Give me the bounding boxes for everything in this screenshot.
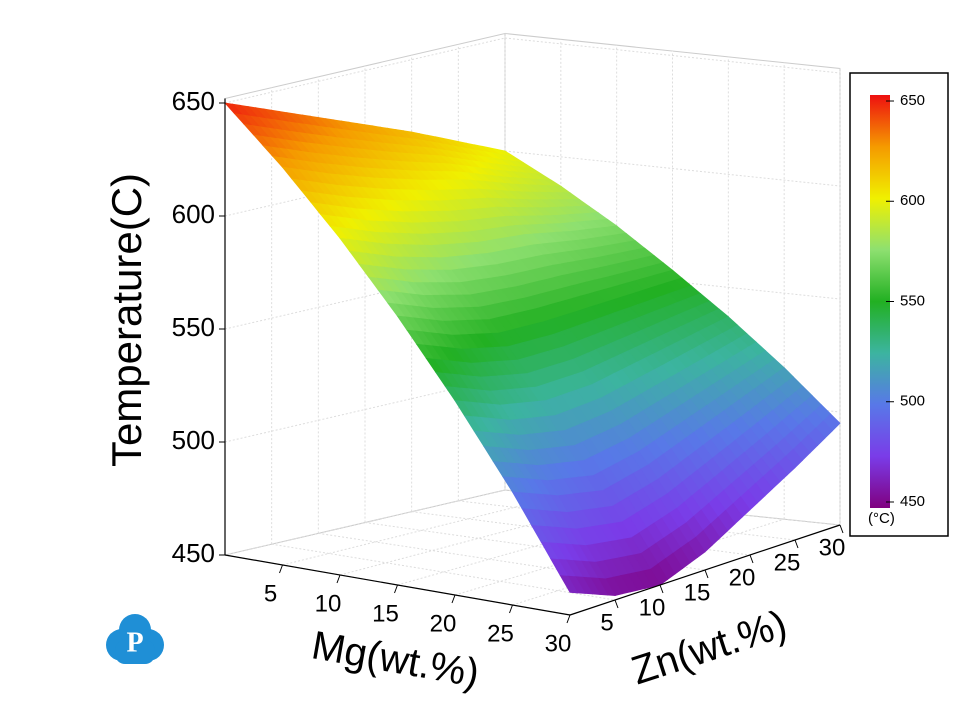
colorbar-label: (°C) (868, 510, 895, 527)
y-tick-label: 5 (600, 609, 613, 636)
y-tick-label: 10 (639, 594, 666, 621)
z-tick-label: 650 (172, 86, 215, 116)
x-tick (394, 584, 398, 594)
y-tick (749, 554, 754, 564)
y-tick (839, 524, 844, 534)
logo-text: P (126, 627, 143, 658)
z-tick-label: 550 (172, 312, 215, 342)
y-tick (794, 539, 799, 549)
grid-line (318, 532, 661, 586)
logo-shape (119, 614, 151, 646)
grid-line (504, 150, 841, 187)
colorbar-frame (849, 72, 949, 537)
logo: P (106, 614, 164, 664)
x-tick (566, 614, 571, 624)
x-tick-label: 5 (264, 580, 277, 607)
y-tick-label: 30 (819, 534, 846, 561)
y-tick (659, 584, 664, 594)
z-tick-label: 500 (172, 425, 215, 455)
logo-shape (115, 640, 155, 664)
colorbar-gradient (870, 95, 890, 508)
x-tick (451, 594, 456, 604)
colorbar: (°C) 450 500 550 600 650 (849, 72, 949, 537)
z-axis-title: Temperature(C) (103, 173, 150, 467)
colorbar-tick-label: 450 (900, 493, 925, 510)
colorbar-tick-label: 600 (900, 192, 925, 209)
y-tick-label: 20 (729, 564, 756, 591)
x-tick (279, 564, 283, 574)
z-tick-label: 450 (172, 538, 215, 568)
colorbar-tick-label: 650 (900, 92, 925, 109)
x-tick (336, 574, 341, 584)
x-tick-label: 20 (430, 610, 457, 637)
x-tick-label: 30 (545, 630, 572, 657)
y-tick-label: 25 (774, 549, 801, 576)
y-tick (704, 569, 709, 579)
grid-line (271, 543, 616, 601)
y-tick (614, 599, 619, 609)
x-tick-label: 15 (372, 600, 399, 627)
colorbar-tick-label: 500 (900, 393, 925, 410)
surface-patch (559, 575, 579, 594)
x-tick-label: 25 (487, 620, 514, 647)
grid-line (512, 518, 785, 606)
colorbar-tick-label: 550 (900, 292, 925, 309)
axes: 450 500 550 600 650 5 10 15 20 25 30 5 10 15 20 25 30 (172, 86, 846, 657)
z-tick-label: 600 (172, 199, 215, 229)
surface (223, 102, 841, 596)
x-tick (509, 604, 513, 614)
y-tick-label: 15 (684, 579, 711, 606)
grid-line (364, 522, 706, 571)
x-tick-label: 10 (315, 590, 342, 617)
